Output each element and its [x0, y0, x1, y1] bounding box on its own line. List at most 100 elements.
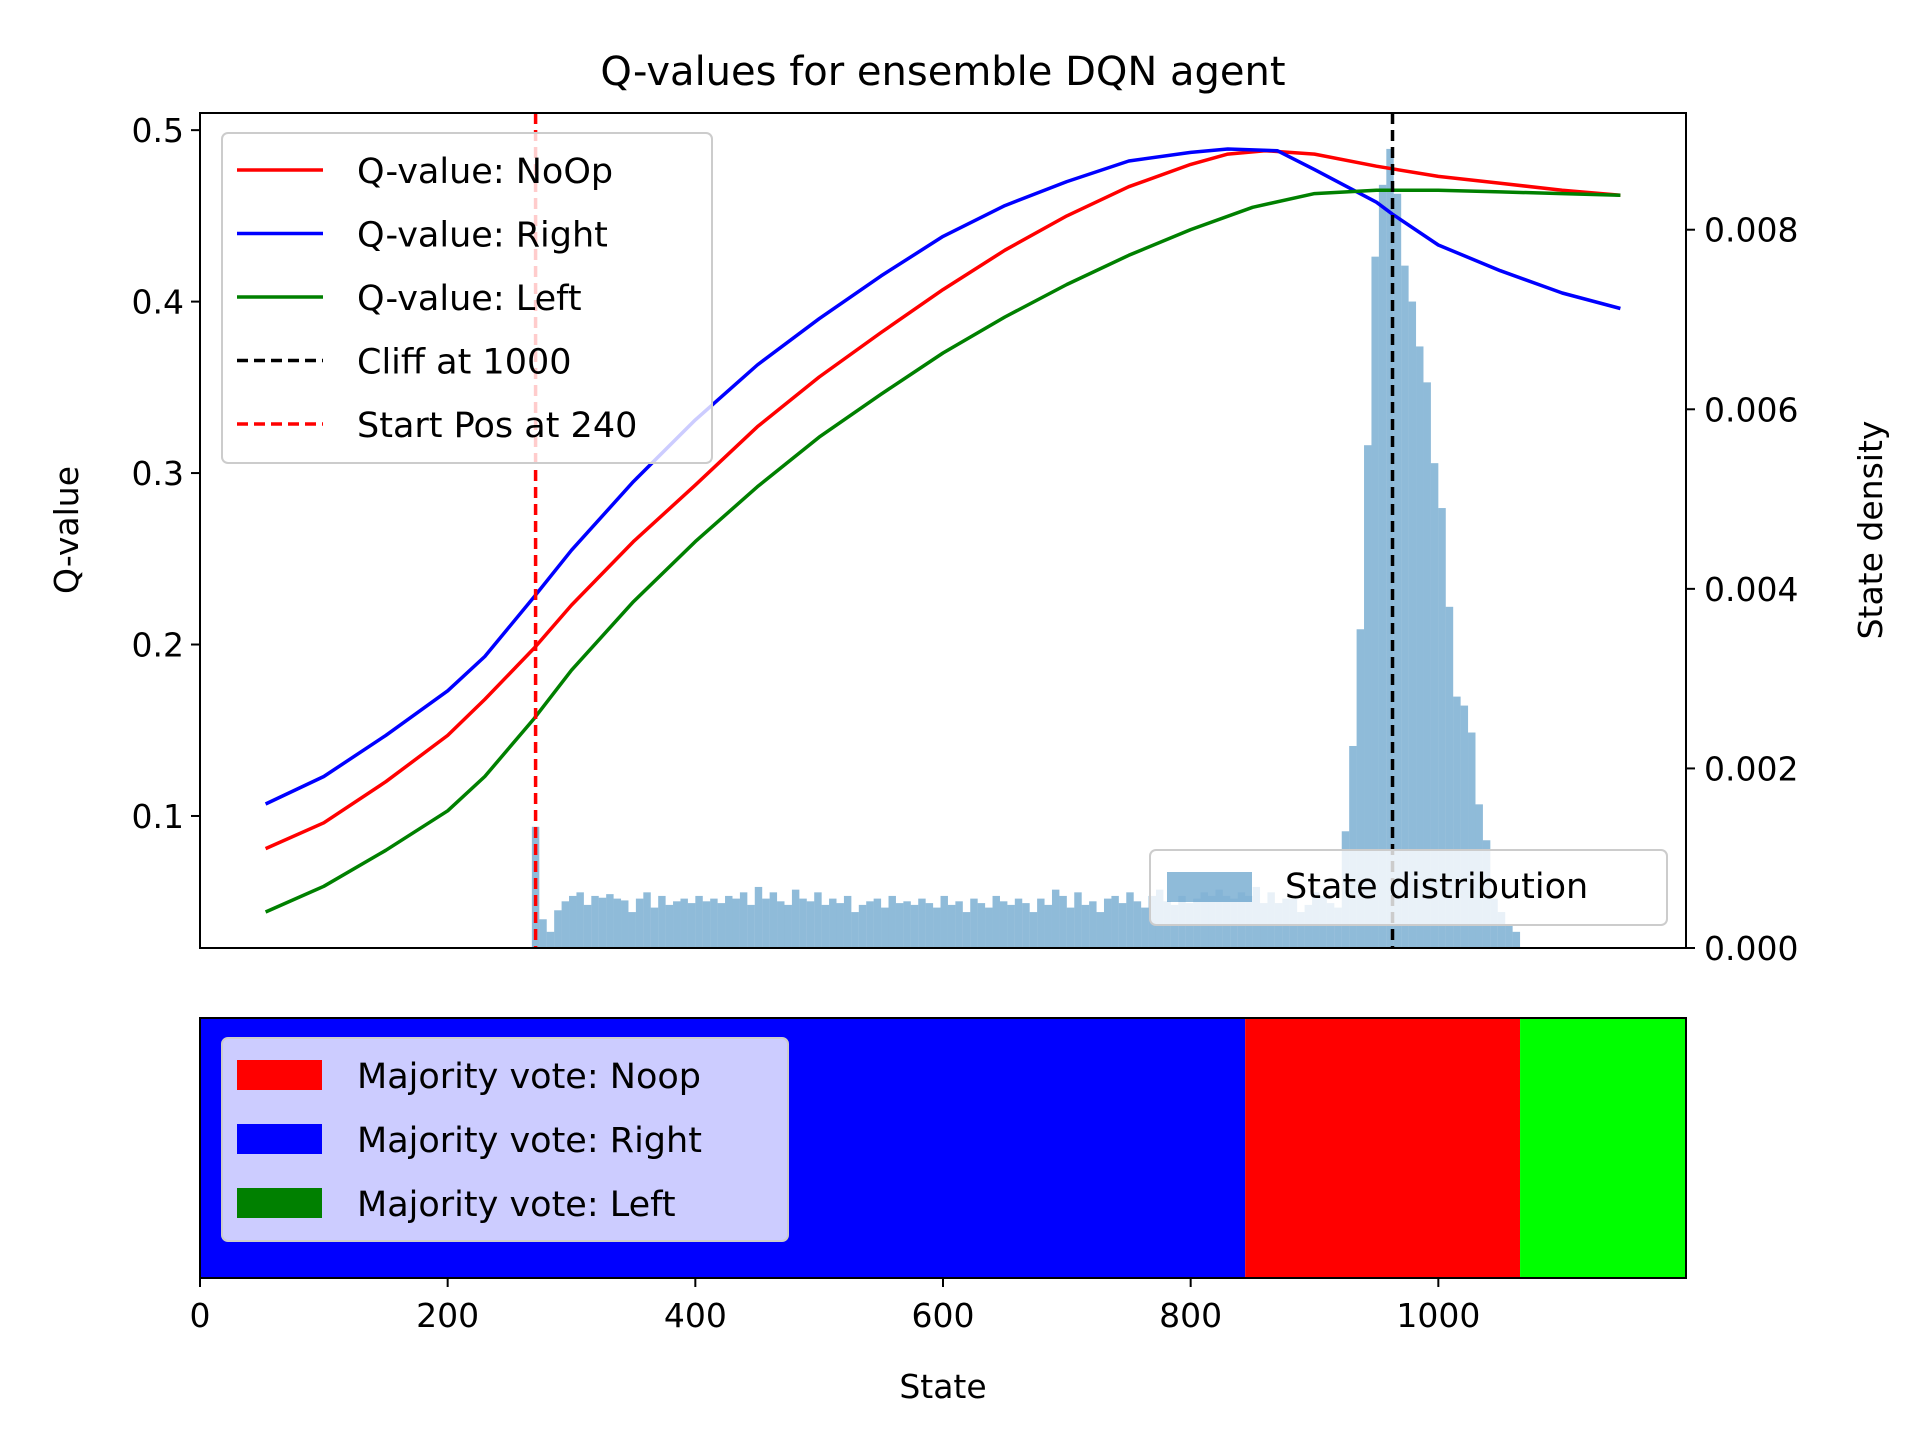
histogram-bar	[903, 901, 911, 948]
histogram-bar	[747, 904, 755, 948]
vote-legend-label: Majority vote: Right	[357, 1121, 702, 1161]
histogram-bar	[1059, 895, 1067, 948]
histogram-bar	[635, 898, 644, 948]
histogram-bar	[1423, 382, 1431, 948]
legend-label: Start Pos at 240	[357, 406, 637, 446]
hist-legend-box	[1149, 849, 1668, 926]
chart-title: Q-values for ensemble DQN agent	[600, 49, 1285, 95]
histogram-bar	[1118, 903, 1127, 948]
histogram-bar	[1445, 606, 1454, 948]
histogram-bar	[851, 912, 859, 948]
histogram-bar	[1505, 925, 1513, 948]
histogram-bar	[591, 895, 599, 948]
x-axis-label: State	[899, 1367, 986, 1406]
histogram-bar	[725, 895, 733, 948]
histogram-bar	[992, 895, 1000, 948]
legend-label: Q-value: Right	[357, 216, 608, 256]
left-tick-label: 0.3	[132, 454, 184, 493]
left-tick-label: 0.4	[132, 283, 184, 322]
histogram-bar	[888, 895, 896, 948]
histogram-bar	[1051, 889, 1060, 948]
histogram-bar	[1126, 892, 1134, 948]
x-tick-label: 400	[664, 1296, 727, 1335]
x-tick-label: 800	[1159, 1296, 1222, 1335]
histogram-bar	[762, 898, 770, 948]
vote-segment	[1245, 1018, 1521, 1278]
histogram-bar	[1378, 184, 1387, 948]
histogram-bar	[1007, 904, 1015, 948]
bottom-legend-box	[221, 1037, 789, 1242]
x-tick-label: 1000	[1396, 1296, 1480, 1335]
right-tick-label: 0.000	[1704, 929, 1798, 968]
histogram-bar	[754, 886, 763, 948]
left-y-axis-ticks: 0.1 0.2 0.3 0.4 0.5	[132, 111, 200, 836]
left-tick-label: 0.2	[132, 626, 184, 665]
histogram-bar	[1512, 931, 1521, 948]
histogram-bar	[910, 904, 919, 948]
histogram-bar	[732, 898, 740, 948]
histogram-bar	[628, 912, 636, 948]
histogram-bar	[918, 898, 926, 948]
q-value-lines	[264, 147, 1621, 914]
histogram-bar	[1460, 705, 1469, 948]
histogram-bar	[1103, 898, 1112, 948]
histogram-bar	[643, 892, 651, 948]
histogram-bar	[791, 889, 800, 948]
histogram-bar	[947, 904, 956, 948]
histogram-bar	[1029, 912, 1038, 948]
histogram-bar	[866, 901, 874, 948]
histogram-bar	[1133, 901, 1142, 948]
histogram-bar	[1386, 148, 1394, 948]
histogram-bar	[1497, 912, 1506, 948]
histogram-bar	[1141, 907, 1149, 948]
vote-legend-label: Majority vote: Noop	[357, 1057, 701, 1097]
histogram-bar	[1468, 732, 1476, 948]
histogram-bar	[1401, 265, 1409, 948]
histogram-bar	[1096, 912, 1104, 948]
x-tick-label: 0	[190, 1296, 211, 1335]
vote-legend-swatch	[237, 1060, 322, 1090]
legend-label: Cliff at 1000	[357, 343, 572, 383]
histogram-bar	[739, 892, 748, 948]
histogram-bar	[717, 903, 726, 948]
histogram-bar	[806, 901, 815, 948]
histogram-bar	[769, 892, 778, 948]
vote-legend-swatch	[237, 1124, 322, 1154]
histogram-bar	[970, 898, 978, 948]
x-tick-label: 600	[912, 1296, 975, 1335]
histogram-bar	[576, 892, 584, 948]
histogram-bar	[673, 901, 681, 948]
histogram-bar	[710, 898, 718, 948]
left-tick-label: 0.5	[132, 111, 184, 150]
histogram-bar	[1438, 508, 1446, 948]
hist-legend-swatch	[1167, 872, 1252, 902]
histogram-bar	[829, 898, 837, 948]
legend-label: Q-value: NoOp	[357, 152, 613, 192]
histogram-bar	[940, 895, 948, 948]
series-line-2	[264, 188, 1621, 914]
series-line-0	[264, 148, 1621, 851]
histogram-bar	[561, 901, 570, 948]
histogram-bar	[1297, 912, 1305, 948]
histogram-bar	[858, 904, 867, 948]
histogram-bar	[873, 898, 882, 948]
histogram-bar	[650, 907, 659, 948]
y-axis-right-label: State density	[1851, 421, 1890, 640]
histogram-bar	[702, 901, 711, 948]
histogram-bar	[1089, 901, 1097, 948]
histogram-bar	[881, 907, 889, 948]
histogram-bar	[1170, 904, 1179, 948]
histogram-bar	[843, 895, 852, 948]
histogram-bar	[933, 907, 941, 948]
histogram-bar	[836, 903, 844, 948]
hist-legend-label: State distribution	[1285, 867, 1588, 907]
histogram-bar	[546, 931, 555, 948]
histogram-bar	[1393, 193, 1402, 948]
histogram-bar	[539, 919, 547, 948]
histogram-bar	[665, 904, 674, 948]
histogram-bar	[1349, 745, 1357, 948]
histogram-legend: State distribution	[1149, 849, 1668, 926]
histogram-bar	[1416, 346, 1424, 948]
histogram-bar	[777, 901, 785, 948]
